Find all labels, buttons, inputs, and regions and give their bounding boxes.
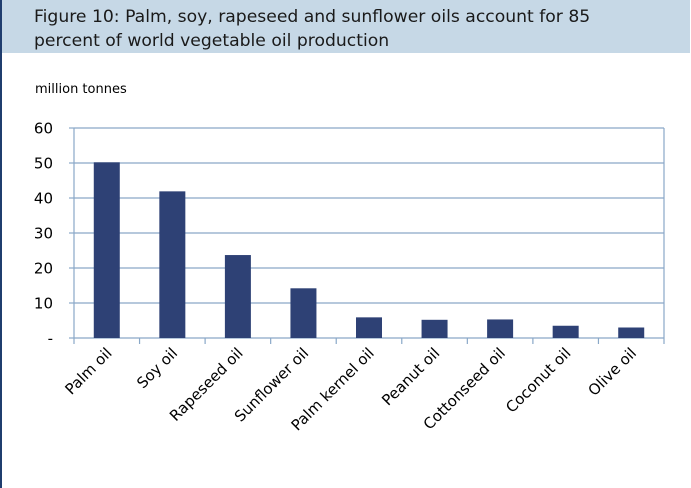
bar (618, 327, 645, 338)
y-tick-label: 10 (34, 295, 53, 313)
y-tick-label: 40 (34, 190, 53, 208)
x-tick-label: Peanut oil (378, 344, 443, 409)
figure-title-line-2: percent of world vegetable oil productio… (34, 31, 390, 51)
figure-title-bar: Figure 10: Palm, soy, rapeseed and sunfl… (2, 0, 690, 53)
bar (290, 288, 317, 338)
y-tick-label: 60 (34, 120, 53, 138)
bar (356, 317, 382, 338)
x-tick-label: Coconut oil (502, 344, 574, 416)
bar (421, 319, 448, 338)
bar (93, 162, 120, 338)
bar (552, 325, 579, 338)
bar (487, 319, 514, 338)
bar (159, 191, 186, 338)
x-tick-label: Palm oil (61, 344, 115, 398)
x-tick-label: Soy oil (133, 344, 181, 392)
bar (224, 255, 251, 338)
y-tick-label: 30 (34, 225, 53, 243)
x-tick-label: Olive oil (585, 344, 641, 400)
y-axis-units-label: million tonnes (35, 82, 127, 97)
figure-title-line-1: Figure 10: Palm, soy, rapeseed and sunfl… (34, 7, 591, 27)
y-tick-label: 50 (34, 155, 53, 173)
y-tick-label: 20 (34, 260, 53, 278)
y-tick-label: - (48, 330, 53, 348)
